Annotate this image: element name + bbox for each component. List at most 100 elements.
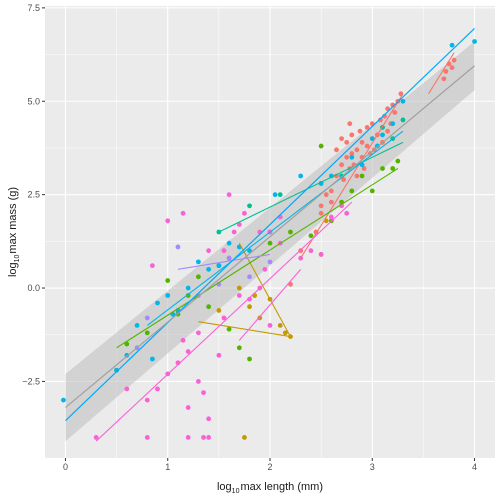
data-point xyxy=(318,203,324,209)
data-point xyxy=(221,315,227,321)
data-point xyxy=(196,259,201,265)
data-point xyxy=(144,315,150,321)
data-point xyxy=(165,293,171,298)
data-point xyxy=(201,435,206,440)
data-point xyxy=(134,322,140,328)
data-point xyxy=(272,192,278,198)
data-point xyxy=(318,143,324,149)
data-point xyxy=(185,349,191,354)
series-fit-line xyxy=(177,253,271,270)
data-point xyxy=(308,248,314,254)
x-axis-title: log10max length (mm) xyxy=(217,481,323,495)
y-axis-ticks: −2.5 0.0 2.5 5.0 7.5 xyxy=(22,3,45,386)
x-axis-title-subscript: 10 xyxy=(232,488,240,495)
x-tick-label: 1 xyxy=(165,462,170,472)
data-point xyxy=(180,210,186,216)
series-fit-line xyxy=(95,201,353,442)
x-tick-label: 0 xyxy=(63,462,68,472)
data-point xyxy=(206,435,212,440)
data-point xyxy=(395,158,401,164)
x-axis-title-prefix: log xyxy=(217,481,232,493)
data-point xyxy=(277,192,283,198)
data-point xyxy=(354,147,360,153)
data-point xyxy=(185,405,191,410)
data-point xyxy=(385,128,391,134)
data-point xyxy=(196,274,201,280)
y-tick-label: 2.5 xyxy=(27,190,40,200)
y-tick-label: 7.5 xyxy=(27,3,40,13)
data-point xyxy=(236,222,242,227)
data-point xyxy=(341,177,347,183)
data-point xyxy=(288,229,293,235)
data-point xyxy=(449,42,455,48)
data-point xyxy=(144,330,150,336)
data-point xyxy=(201,390,206,396)
data-point xyxy=(357,128,363,134)
data-point xyxy=(216,352,222,358)
data-point xyxy=(247,248,252,254)
data-point xyxy=(206,416,212,422)
series-fit-line xyxy=(238,268,302,341)
data-point xyxy=(382,113,387,119)
data-point xyxy=(180,337,186,343)
data-point xyxy=(349,188,355,194)
data-point xyxy=(354,173,360,179)
data-point xyxy=(236,293,242,298)
data-point xyxy=(298,173,304,179)
data-point xyxy=(206,304,212,310)
y-axis-title-prefix: log xyxy=(7,262,19,277)
series-fit-line xyxy=(198,321,291,338)
data-point xyxy=(165,278,171,283)
data-point xyxy=(247,296,252,302)
data-point xyxy=(247,274,252,280)
data-point xyxy=(390,166,396,171)
data-point xyxy=(349,132,355,138)
data-point xyxy=(328,199,334,205)
data-point xyxy=(451,57,457,63)
data-point xyxy=(344,154,350,160)
data-point xyxy=(149,356,155,362)
data-point xyxy=(242,435,247,440)
data-point xyxy=(392,110,398,115)
data-point xyxy=(93,435,99,440)
data-point xyxy=(347,121,353,127)
y-tick-label: −2.5 xyxy=(22,376,40,386)
series-fit-line xyxy=(238,242,291,337)
data-point xyxy=(267,240,273,246)
series-fit-line xyxy=(218,141,404,233)
data-point xyxy=(369,188,375,194)
data-point xyxy=(318,252,324,257)
data-point xyxy=(226,255,232,261)
data-point xyxy=(124,341,130,347)
data-point xyxy=(318,210,324,216)
data-point xyxy=(323,192,329,198)
x-axis-title-rest: max length (mm) xyxy=(240,481,323,493)
global-fit-line xyxy=(65,65,475,409)
data-point xyxy=(334,147,339,153)
data-point xyxy=(339,136,344,142)
y-tick-label: 5.0 xyxy=(27,96,40,106)
data-point xyxy=(308,233,314,239)
data-point xyxy=(267,259,273,265)
data-point xyxy=(380,166,385,171)
y-tick-label: 0.0 xyxy=(27,283,40,293)
data-point xyxy=(361,166,367,171)
x-axis-ticks: 0 1 2 3 4 xyxy=(63,458,477,472)
data-point xyxy=(149,263,155,269)
data-point xyxy=(196,379,201,384)
y-axis-title: log10max mass (g) xyxy=(7,187,21,277)
series-fit-line xyxy=(428,52,455,95)
data-point xyxy=(226,192,232,198)
data-point xyxy=(257,315,263,321)
data-point xyxy=(247,356,252,362)
data-point xyxy=(206,266,212,272)
data-point xyxy=(155,300,160,306)
data-point xyxy=(175,244,181,250)
data-point xyxy=(242,210,247,216)
data-point xyxy=(378,117,383,123)
data-point xyxy=(277,322,283,328)
x-tick-label: 2 xyxy=(267,462,272,472)
y-axis-title-subscript: 10 xyxy=(14,254,21,262)
data-point xyxy=(380,132,385,138)
